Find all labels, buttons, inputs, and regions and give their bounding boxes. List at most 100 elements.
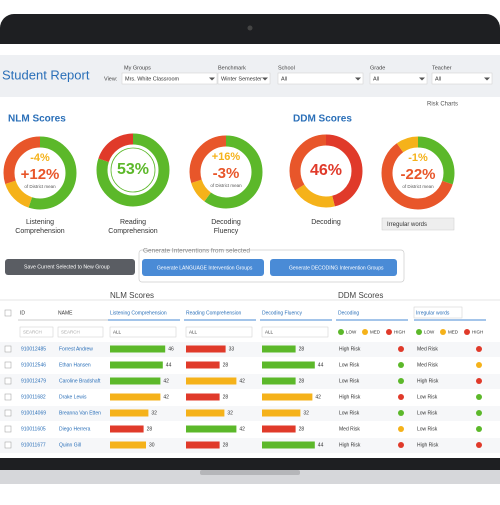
filter-label: Benchmark [218, 65, 246, 71]
filter-value: All [435, 76, 441, 82]
score-value: 28 [147, 426, 153, 432]
risk-dot [476, 378, 482, 384]
filter-box-value: ALL [265, 330, 274, 335]
risk-text: Low Risk [339, 378, 360, 384]
score-bar [110, 377, 161, 385]
donut-main-value: 53% [117, 161, 149, 178]
filter-select[interactable] [121, 72, 218, 85]
score-bar [262, 345, 296, 353]
language-button[interactable] [142, 259, 264, 276]
filter-label: Teacher [432, 65, 452, 71]
legend-label: LOW [424, 330, 435, 335]
column-header: Reading Comprehension [186, 310, 242, 316]
legend-dot [464, 329, 470, 335]
filter-select[interactable] [431, 72, 493, 85]
column-header: Irregular words [416, 310, 450, 316]
score-bar [110, 393, 161, 401]
column-header: Decoding Fluency [262, 310, 303, 316]
donut-inner-ring [110, 147, 156, 193]
filter-box[interactable] [109, 326, 177, 338]
donut-note: of District mean [24, 184, 56, 189]
score-value: 32 [227, 410, 233, 416]
score-bar [186, 377, 237, 385]
risk-dot [398, 394, 404, 400]
donut-select-value: Irregular words [387, 222, 427, 228]
score-value: 28 [299, 346, 305, 352]
filter-box[interactable] [261, 326, 329, 338]
risk-dot [398, 362, 404, 368]
risk-text: Low Risk [417, 410, 438, 416]
donut-main-value: -22% [400, 166, 435, 183]
score-bar [186, 393, 220, 401]
risk-charts-tab[interactable]: Risk Charts [427, 102, 458, 108]
filter-value: Mrs. White Classroom [125, 76, 180, 82]
row-checkbox[interactable] [4, 409, 12, 417]
filter-box-value: ALL [113, 330, 122, 335]
column-select[interactable] [413, 306, 463, 319]
filter-value: All [281, 76, 287, 82]
donut-segment [289, 134, 363, 208]
risk-text: Med Risk [417, 346, 438, 352]
score-bar [262, 425, 296, 433]
search-box[interactable] [19, 326, 54, 338]
dropdown-caret [419, 77, 425, 81]
score-bar [262, 377, 296, 385]
risk-text: High Risk [339, 394, 361, 400]
score-value: 32 [303, 410, 309, 416]
column-header: Listening Comprehension [110, 310, 167, 316]
laptop-base [0, 470, 500, 484]
student-name[interactable]: Quinn Gill [59, 442, 81, 448]
risk-text: Med Risk [339, 426, 360, 432]
nlm-title: NLM Scores [8, 114, 66, 125]
score-value: 42 [163, 378, 169, 384]
risk-dot [398, 442, 404, 448]
score-bar [110, 345, 166, 353]
row-checkbox[interactable] [4, 361, 12, 369]
decoding-button[interactable] [270, 259, 397, 276]
row-checkbox[interactable] [4, 425, 12, 433]
donut-select[interactable] [381, 217, 455, 231]
risk-text: Med Risk [417, 362, 438, 368]
student-name[interactable]: Ethan Hansen [59, 362, 91, 368]
save-button[interactable] [5, 259, 135, 275]
student-name[interactable]: Caroline Bradshaft [59, 378, 101, 384]
score-value: 46 [168, 346, 174, 352]
donut-label: Decoding [311, 219, 341, 226]
student-name[interactable]: Drake Lewis [59, 394, 87, 400]
score-value: 42 [315, 394, 321, 400]
risk-dot [476, 362, 482, 368]
row-checkbox[interactable] [4, 441, 12, 449]
dropdown-caret [262, 77, 268, 81]
score-bar [110, 425, 144, 433]
risk-dot [398, 346, 404, 352]
search-placeholder: SEARCH [23, 330, 42, 335]
dropdown-caret [484, 77, 490, 81]
score-bar [186, 361, 220, 369]
score-bar [262, 409, 301, 417]
student-name[interactable]: Forrest Andrew [59, 346, 93, 352]
risk-text: Low Risk [339, 362, 360, 368]
camera [247, 25, 253, 31]
row-checkbox[interactable] [4, 393, 12, 401]
dropdown-caret [209, 77, 215, 81]
row-checkbox[interactable] [4, 377, 12, 385]
legend-label: MED [448, 330, 459, 335]
filter-label: My Groups [124, 65, 151, 71]
score-value: 28 [223, 394, 229, 400]
student-name[interactable]: Breanna Van Etten [59, 410, 101, 416]
filter-box[interactable] [185, 326, 253, 338]
search-box[interactable] [57, 326, 104, 338]
dropdown-caret [355, 77, 361, 81]
page-title: Student Report [2, 67, 90, 82]
student-name[interactable]: Diego Herrera [59, 426, 91, 432]
filter-select[interactable] [369, 72, 428, 85]
laptop-notch [200, 470, 300, 475]
donut-segment [381, 136, 455, 210]
donut-main-value: 46% [310, 162, 342, 179]
filter-box-value: ALL [189, 330, 198, 335]
header-checkbox[interactable] [4, 309, 12, 317]
column-header: NAME [58, 310, 73, 316]
filter-select[interactable] [277, 72, 364, 85]
filter-select[interactable] [217, 72, 271, 85]
row-checkbox[interactable] [4, 345, 12, 353]
